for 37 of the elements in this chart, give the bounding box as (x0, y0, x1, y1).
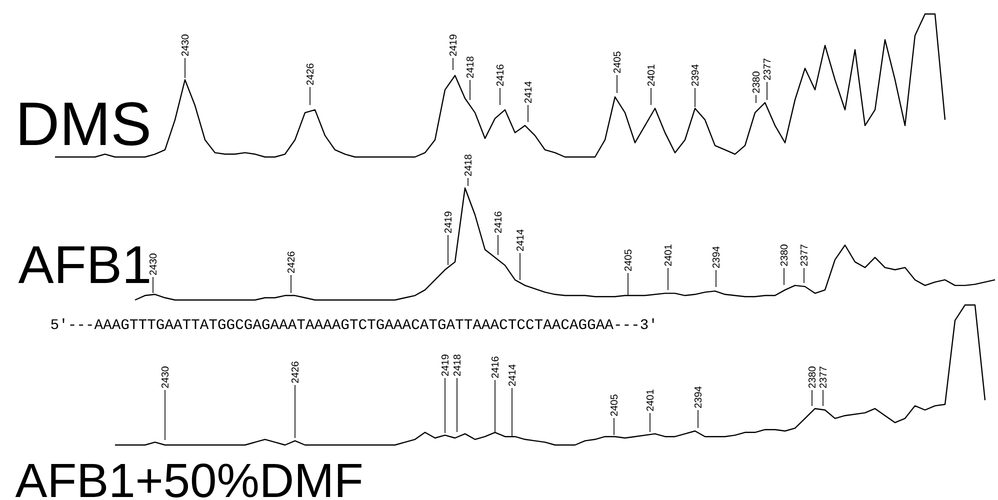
annotation: 2416 (496, 64, 504, 86)
annotation: 2377 (800, 244, 808, 266)
annotation: 2419 (444, 212, 452, 233)
annotation: 2380 (752, 72, 760, 93)
annotation: 2414 (508, 364, 516, 386)
annotation: 2419 (449, 34, 457, 56)
annotation: 5'---AAAGTTTGAATTATGGCGAGAAATAAAAGTCTGAAACATGATTAAACTCCTAACAGGAA---3' (51, 318, 654, 330)
annotation: 2418 (453, 354, 461, 376)
annotation: 2430 (149, 254, 157, 275)
annotation: 2405 (624, 250, 632, 271)
annotation: 2416 (491, 356, 499, 378)
annotation: 2426 (291, 362, 299, 383)
annotation: 2394 (712, 246, 720, 268)
annotation: 2380 (808, 366, 816, 388)
annotation: 2377 (819, 366, 827, 388)
annotation: 2377 (763, 58, 771, 80)
annotation: 2380 (780, 244, 788, 266)
annotation: 2394 (691, 64, 699, 86)
annotation: 2419 (441, 354, 449, 376)
annotation: 2405 (610, 394, 618, 416)
annotation: 2405 (613, 52, 621, 73)
annotation: 2430 (161, 366, 169, 388)
annotation: 2394 (694, 386, 702, 408)
annotation: 2416 (494, 212, 502, 233)
annotation: 2418 (464, 154, 472, 176)
annotation: 2401 (646, 390, 654, 411)
annotation: 2401 (647, 64, 655, 86)
annotation: 2426 (306, 64, 314, 85)
annotation: 2414 (516, 229, 524, 251)
annotation: 2426 (287, 252, 295, 273)
annotation: 2414 (524, 81, 532, 103)
annotation: 2401 (664, 244, 672, 266)
text: DMS (20, 102, 149, 146)
text: AFB1 (18, 246, 150, 284)
text: AFB1+50%DMF (15, 464, 362, 498)
annotation: 2418 (466, 56, 474, 78)
annotation: 2430 (181, 34, 189, 56)
